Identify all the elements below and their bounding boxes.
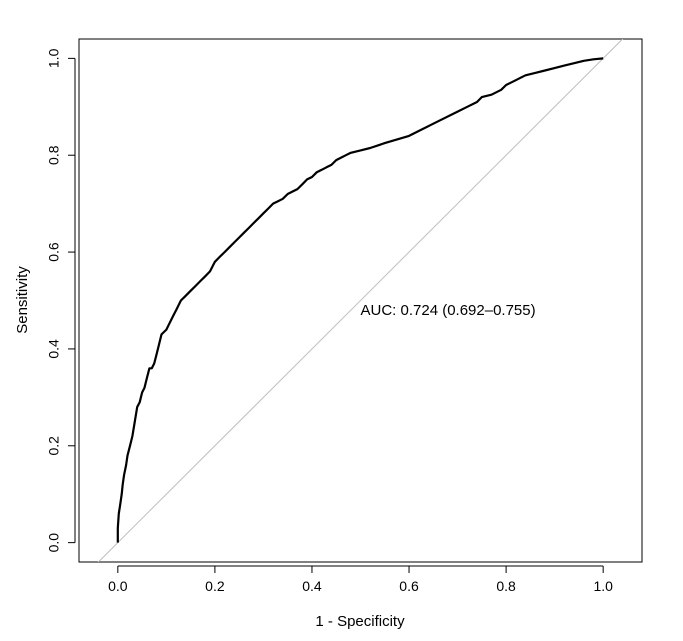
y-tick-label: 0.4	[46, 339, 62, 359]
y-axis: 0.0 0.2 0.4 0.6 0.8 1.0	[46, 48, 76, 553]
y-axis-title: Sensitivity	[14, 266, 31, 334]
reference-diagonal-group	[97, 39, 624, 562]
auc-annotation: AUC: 0.724 (0.692–0.755)	[361, 302, 536, 319]
y-tick-label: 0.8	[46, 145, 62, 165]
x-tick-label: 0.6	[399, 578, 419, 594]
x-tick-label: 0.8	[496, 578, 516, 594]
roc-series-group	[116, 57, 604, 543]
y-tick-label: 0.2	[46, 436, 62, 456]
x-tick-label: 1.0	[593, 578, 613, 594]
x-tick-label: 0.2	[205, 578, 225, 594]
x-tick-label: 0.0	[108, 578, 128, 594]
y-tick-label: 0.6	[46, 242, 62, 262]
y-tick-label: 1.0	[46, 48, 62, 68]
x-axis-title: 1 - Specificity	[315, 613, 405, 630]
roc-curve-line	[116, 57, 604, 543]
y-tick-label: 0.0	[46, 533, 62, 553]
x-tick-label: 0.4	[302, 578, 322, 594]
reference-diagonal-line	[97, 39, 624, 562]
x-axis: 0.0 0.2 0.4 0.6 0.8 1.0	[108, 565, 613, 594]
plot-frame	[78, 38, 643, 563]
